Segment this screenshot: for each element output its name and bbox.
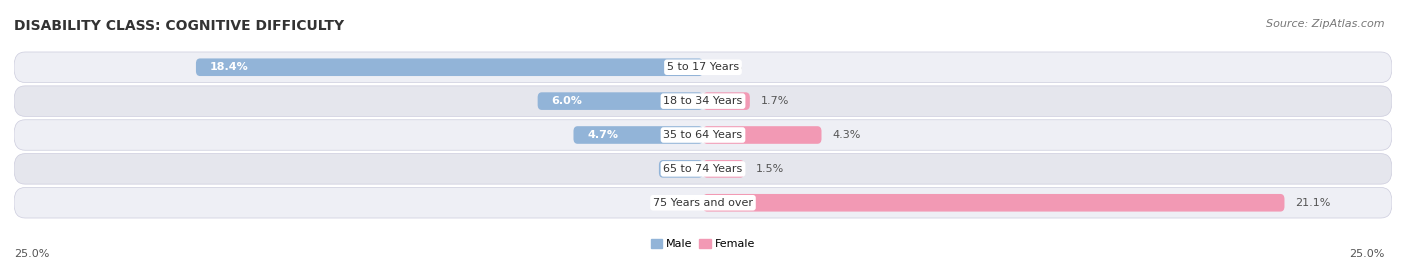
Text: 4.3%: 4.3% [832,130,860,140]
Text: 25.0%: 25.0% [14,249,49,259]
Text: 1.7%: 1.7% [761,96,789,106]
Text: 1.6%: 1.6% [672,164,703,174]
FancyBboxPatch shape [14,154,1392,184]
FancyBboxPatch shape [14,86,1392,116]
Text: 35 to 64 Years: 35 to 64 Years [664,130,742,140]
FancyBboxPatch shape [703,126,821,144]
Text: 4.7%: 4.7% [588,130,619,140]
FancyBboxPatch shape [14,188,1392,218]
Text: 18 to 34 Years: 18 to 34 Years [664,96,742,106]
Text: 75 Years and over: 75 Years and over [652,198,754,208]
FancyBboxPatch shape [703,194,1285,212]
Text: 5 to 17 Years: 5 to 17 Years [666,62,740,72]
Text: 65 to 74 Years: 65 to 74 Years [664,164,742,174]
FancyBboxPatch shape [703,92,749,110]
FancyBboxPatch shape [14,52,1392,82]
Text: 21.1%: 21.1% [1295,198,1331,208]
Text: 0.0%: 0.0% [714,62,742,72]
FancyBboxPatch shape [574,126,703,144]
FancyBboxPatch shape [703,160,744,178]
FancyBboxPatch shape [659,160,703,178]
Text: Source: ZipAtlas.com: Source: ZipAtlas.com [1267,19,1385,29]
FancyBboxPatch shape [537,92,703,110]
Text: DISABILITY CLASS: COGNITIVE DIFFICULTY: DISABILITY CLASS: COGNITIVE DIFFICULTY [14,19,344,33]
Text: 25.0%: 25.0% [1350,249,1385,259]
FancyBboxPatch shape [195,58,703,76]
Text: 6.0%: 6.0% [551,96,582,106]
FancyBboxPatch shape [14,120,1392,150]
Text: 18.4%: 18.4% [209,62,249,72]
Text: 0.0%: 0.0% [664,198,692,208]
Legend: Male, Female: Male, Female [647,235,759,254]
Text: 1.5%: 1.5% [755,164,783,174]
